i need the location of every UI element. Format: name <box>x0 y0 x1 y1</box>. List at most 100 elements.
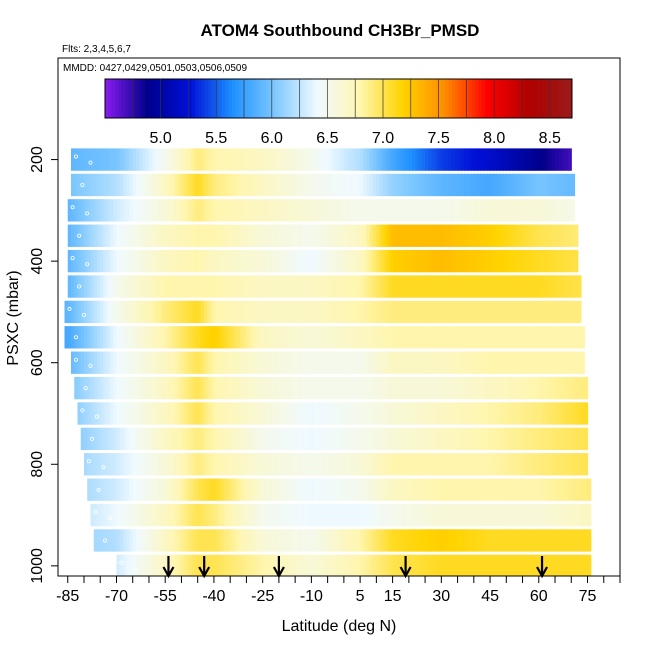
heatmap-cell <box>168 199 173 222</box>
heatmap-cell <box>373 173 377 197</box>
heatmap-cell <box>262 300 267 324</box>
heatmap-cell <box>288 478 293 501</box>
heatmap-cell <box>304 275 309 298</box>
heatmap-cell <box>434 148 439 171</box>
heatmap-cell <box>392 453 397 476</box>
heatmap-cell <box>259 148 264 171</box>
heatmap-cell <box>142 351 147 374</box>
heatmap-cell <box>233 351 238 374</box>
heatmap-cell <box>525 351 530 374</box>
heatmap-cell <box>295 529 299 552</box>
heatmap-cell <box>109 529 114 552</box>
heatmap-cell <box>373 376 377 400</box>
heatmap-cell <box>538 351 543 374</box>
heatmap-cell <box>168 453 173 476</box>
heatmap-cell <box>148 554 153 576</box>
heatmap-cell <box>369 249 374 273</box>
heatmap-cell <box>584 503 589 527</box>
heatmap-cell <box>116 249 121 273</box>
heatmap-cell <box>431 224 436 247</box>
heatmap-cell <box>457 351 462 374</box>
colorbar-swatch <box>321 79 326 118</box>
heatmap-cell <box>399 503 403 527</box>
heatmap-cell <box>444 453 449 476</box>
heatmap-cell <box>408 402 413 425</box>
heatmap-cell <box>67 275 72 298</box>
x-tick-label: 30 <box>432 588 450 605</box>
heatmap-cell <box>551 554 556 576</box>
heatmap-cell <box>275 503 280 527</box>
heatmap-cell <box>467 554 472 576</box>
heatmap-cell <box>496 173 501 197</box>
heatmap-cell <box>259 427 264 451</box>
heatmap-cell <box>408 351 413 374</box>
heatmap-cell <box>499 427 504 451</box>
heatmap-cell <box>291 148 296 171</box>
measurement-marker <box>88 363 93 368</box>
heatmap-cell <box>272 453 277 476</box>
heatmap-cell <box>207 529 212 552</box>
heatmap-cell <box>347 427 351 451</box>
heatmap-cell <box>181 453 186 476</box>
heatmap-cell <box>412 275 416 298</box>
heatmap-cell <box>155 376 160 400</box>
heatmap-cell <box>194 427 199 451</box>
heatmap-cell <box>360 376 364 400</box>
heatmap-cell <box>288 224 293 247</box>
x-tick-label: -70 <box>105 588 128 605</box>
heatmap-cell <box>483 503 488 527</box>
heatmap-cell <box>343 402 348 425</box>
heatmap-cell <box>454 503 459 527</box>
heatmap-cell <box>285 199 290 222</box>
heatmap-cell <box>574 554 579 576</box>
heatmap-cell <box>545 351 550 374</box>
heatmap-cell <box>499 529 504 552</box>
heatmap-cell <box>87 249 92 273</box>
heatmap-cell <box>321 402 325 425</box>
heatmap-cell <box>330 376 335 400</box>
heatmap-cell <box>441 453 446 476</box>
heatmap-cell <box>187 224 192 247</box>
heatmap-cell <box>207 376 212 400</box>
heatmap-cell <box>70 148 75 171</box>
heatmap-cell <box>529 326 533 349</box>
heatmap-cell <box>311 503 316 527</box>
heatmap-cell <box>262 554 267 576</box>
heatmap-cell <box>291 249 296 273</box>
heatmap-cell <box>512 554 517 576</box>
heatmap-cell <box>191 478 196 501</box>
heatmap-cell <box>444 402 449 425</box>
heatmap-cell <box>412 199 416 222</box>
heatmap-cell <box>226 224 231 247</box>
heatmap-cell <box>200 148 205 171</box>
heatmap-cell <box>480 249 485 273</box>
heatmap-cell <box>285 529 290 552</box>
heatmap-cell <box>317 554 322 576</box>
heatmap-cell <box>506 453 511 476</box>
heatmap-cell <box>334 529 338 552</box>
heatmap-cell <box>356 376 361 400</box>
heatmap-cell <box>447 376 452 400</box>
colorbar-swatch <box>495 79 500 118</box>
heatmap-cell <box>379 300 384 324</box>
heatmap-cell <box>431 554 436 576</box>
heatmap-cell <box>200 351 205 374</box>
heatmap-cell <box>314 427 319 451</box>
heatmap-cell <box>83 453 88 476</box>
heatmap-cell <box>555 224 559 247</box>
heatmap-cell <box>434 275 439 298</box>
heatmap-cell <box>259 351 264 374</box>
heatmap-cell <box>353 224 358 247</box>
heatmap-cell <box>158 351 163 374</box>
heatmap-cell <box>314 453 319 476</box>
heatmap-cell <box>350 427 355 451</box>
heatmap-cell <box>246 351 251 374</box>
heatmap-cell <box>421 402 426 425</box>
heatmap-cell <box>317 478 322 501</box>
heatmap-cell <box>236 173 241 197</box>
heatmap-cell <box>233 224 238 247</box>
heatmap-cell <box>252 326 257 349</box>
heatmap-cell <box>178 453 183 476</box>
heatmap-cell <box>122 148 127 171</box>
heatmap-cell <box>386 351 390 374</box>
